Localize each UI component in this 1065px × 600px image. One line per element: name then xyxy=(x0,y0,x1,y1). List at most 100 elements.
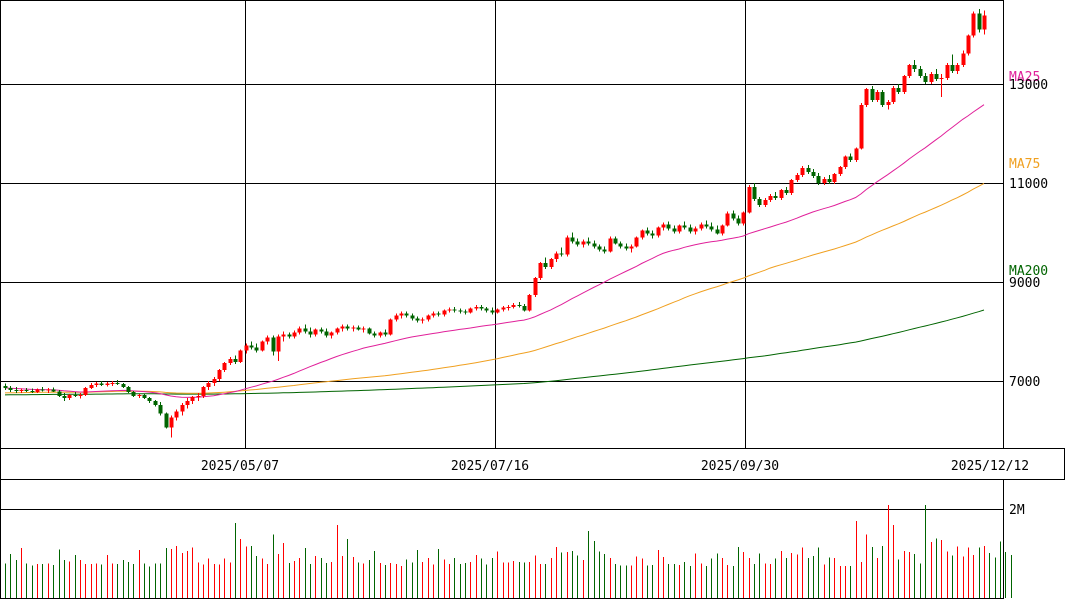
candle xyxy=(351,325,356,332)
candle xyxy=(747,184,752,214)
candle xyxy=(800,166,805,178)
candle xyxy=(447,307,452,313)
candle xyxy=(822,177,827,185)
candle xyxy=(105,381,110,387)
candle xyxy=(517,301,522,308)
candle xyxy=(222,362,227,373)
candle xyxy=(939,74,944,97)
candle xyxy=(281,331,286,342)
ma200-line xyxy=(4,309,985,396)
candle xyxy=(249,341,254,350)
candle xyxy=(319,327,324,334)
candle xyxy=(864,87,869,107)
candle xyxy=(260,340,265,352)
candle xyxy=(40,386,45,392)
candle xyxy=(634,236,639,248)
candle xyxy=(736,215,741,226)
candle xyxy=(961,50,966,68)
candle xyxy=(3,383,8,390)
candle xyxy=(185,397,190,409)
candle xyxy=(501,305,506,312)
candle xyxy=(308,327,313,338)
candle xyxy=(164,412,169,429)
candle xyxy=(650,230,655,239)
candle xyxy=(677,224,682,234)
ma75-line xyxy=(4,182,985,394)
candle xyxy=(30,388,35,393)
candle xyxy=(137,393,142,398)
candle xyxy=(287,332,292,339)
candle xyxy=(158,401,163,416)
candle xyxy=(608,236,613,253)
candle xyxy=(682,221,687,230)
candle xyxy=(426,314,431,322)
candle xyxy=(115,380,120,385)
candle xyxy=(784,186,789,195)
candle xyxy=(581,239,586,248)
candle xyxy=(238,349,243,364)
candle xyxy=(458,308,463,314)
candle xyxy=(543,257,548,270)
candle xyxy=(666,221,671,231)
date-tick-label: 2025/09/30 xyxy=(701,459,779,474)
candle xyxy=(570,232,575,244)
date-tick-label: 2025/05/07 xyxy=(201,459,279,474)
candle xyxy=(265,335,270,345)
candle xyxy=(73,391,78,397)
candle xyxy=(672,225,677,234)
candle xyxy=(420,317,425,324)
candle xyxy=(484,306,489,313)
candle xyxy=(217,369,222,381)
candle xyxy=(559,247,564,257)
candle xyxy=(977,8,982,33)
candle xyxy=(14,386,19,393)
candle xyxy=(35,388,40,393)
candle xyxy=(62,392,67,401)
candle xyxy=(629,244,634,253)
candle xyxy=(816,173,821,185)
candle xyxy=(720,224,725,236)
candle xyxy=(896,84,901,94)
candle xyxy=(474,304,479,311)
price-tick-label: 11000 xyxy=(1009,177,1048,192)
candle xyxy=(565,235,570,257)
candle xyxy=(859,102,864,150)
volume-panel-frame xyxy=(0,479,1004,599)
candle xyxy=(640,229,645,240)
candle xyxy=(902,75,907,94)
candle xyxy=(8,385,13,392)
candle xyxy=(24,387,29,392)
candle xyxy=(586,237,591,246)
candle xyxy=(795,173,800,183)
candle xyxy=(870,85,875,102)
candle xyxy=(415,316,420,323)
candle xyxy=(436,311,441,317)
candle xyxy=(67,393,72,400)
candle xyxy=(378,331,383,338)
candle xyxy=(511,302,516,309)
candle xyxy=(212,377,217,386)
candle xyxy=(410,313,415,321)
candle xyxy=(99,381,104,386)
candle xyxy=(907,64,912,79)
candle xyxy=(142,393,147,399)
candle xyxy=(110,381,115,386)
candle xyxy=(383,329,388,337)
date-tick-label: 2025/07/16 xyxy=(451,459,529,474)
candle xyxy=(602,246,607,254)
candle xyxy=(19,388,24,393)
ma75-legend: MA75 xyxy=(1009,157,1040,172)
candle xyxy=(918,66,923,79)
candle xyxy=(549,258,554,270)
candle xyxy=(372,331,377,338)
candle xyxy=(442,309,447,317)
candle xyxy=(292,330,297,339)
price-tick-label: 7000 xyxy=(1009,375,1040,390)
candle xyxy=(618,241,623,249)
candle xyxy=(51,387,56,392)
candle xyxy=(126,385,131,393)
volume-bars xyxy=(5,505,1012,598)
candle xyxy=(661,222,666,231)
candle xyxy=(656,226,661,238)
ma200-legend: MA200 xyxy=(1009,264,1048,279)
